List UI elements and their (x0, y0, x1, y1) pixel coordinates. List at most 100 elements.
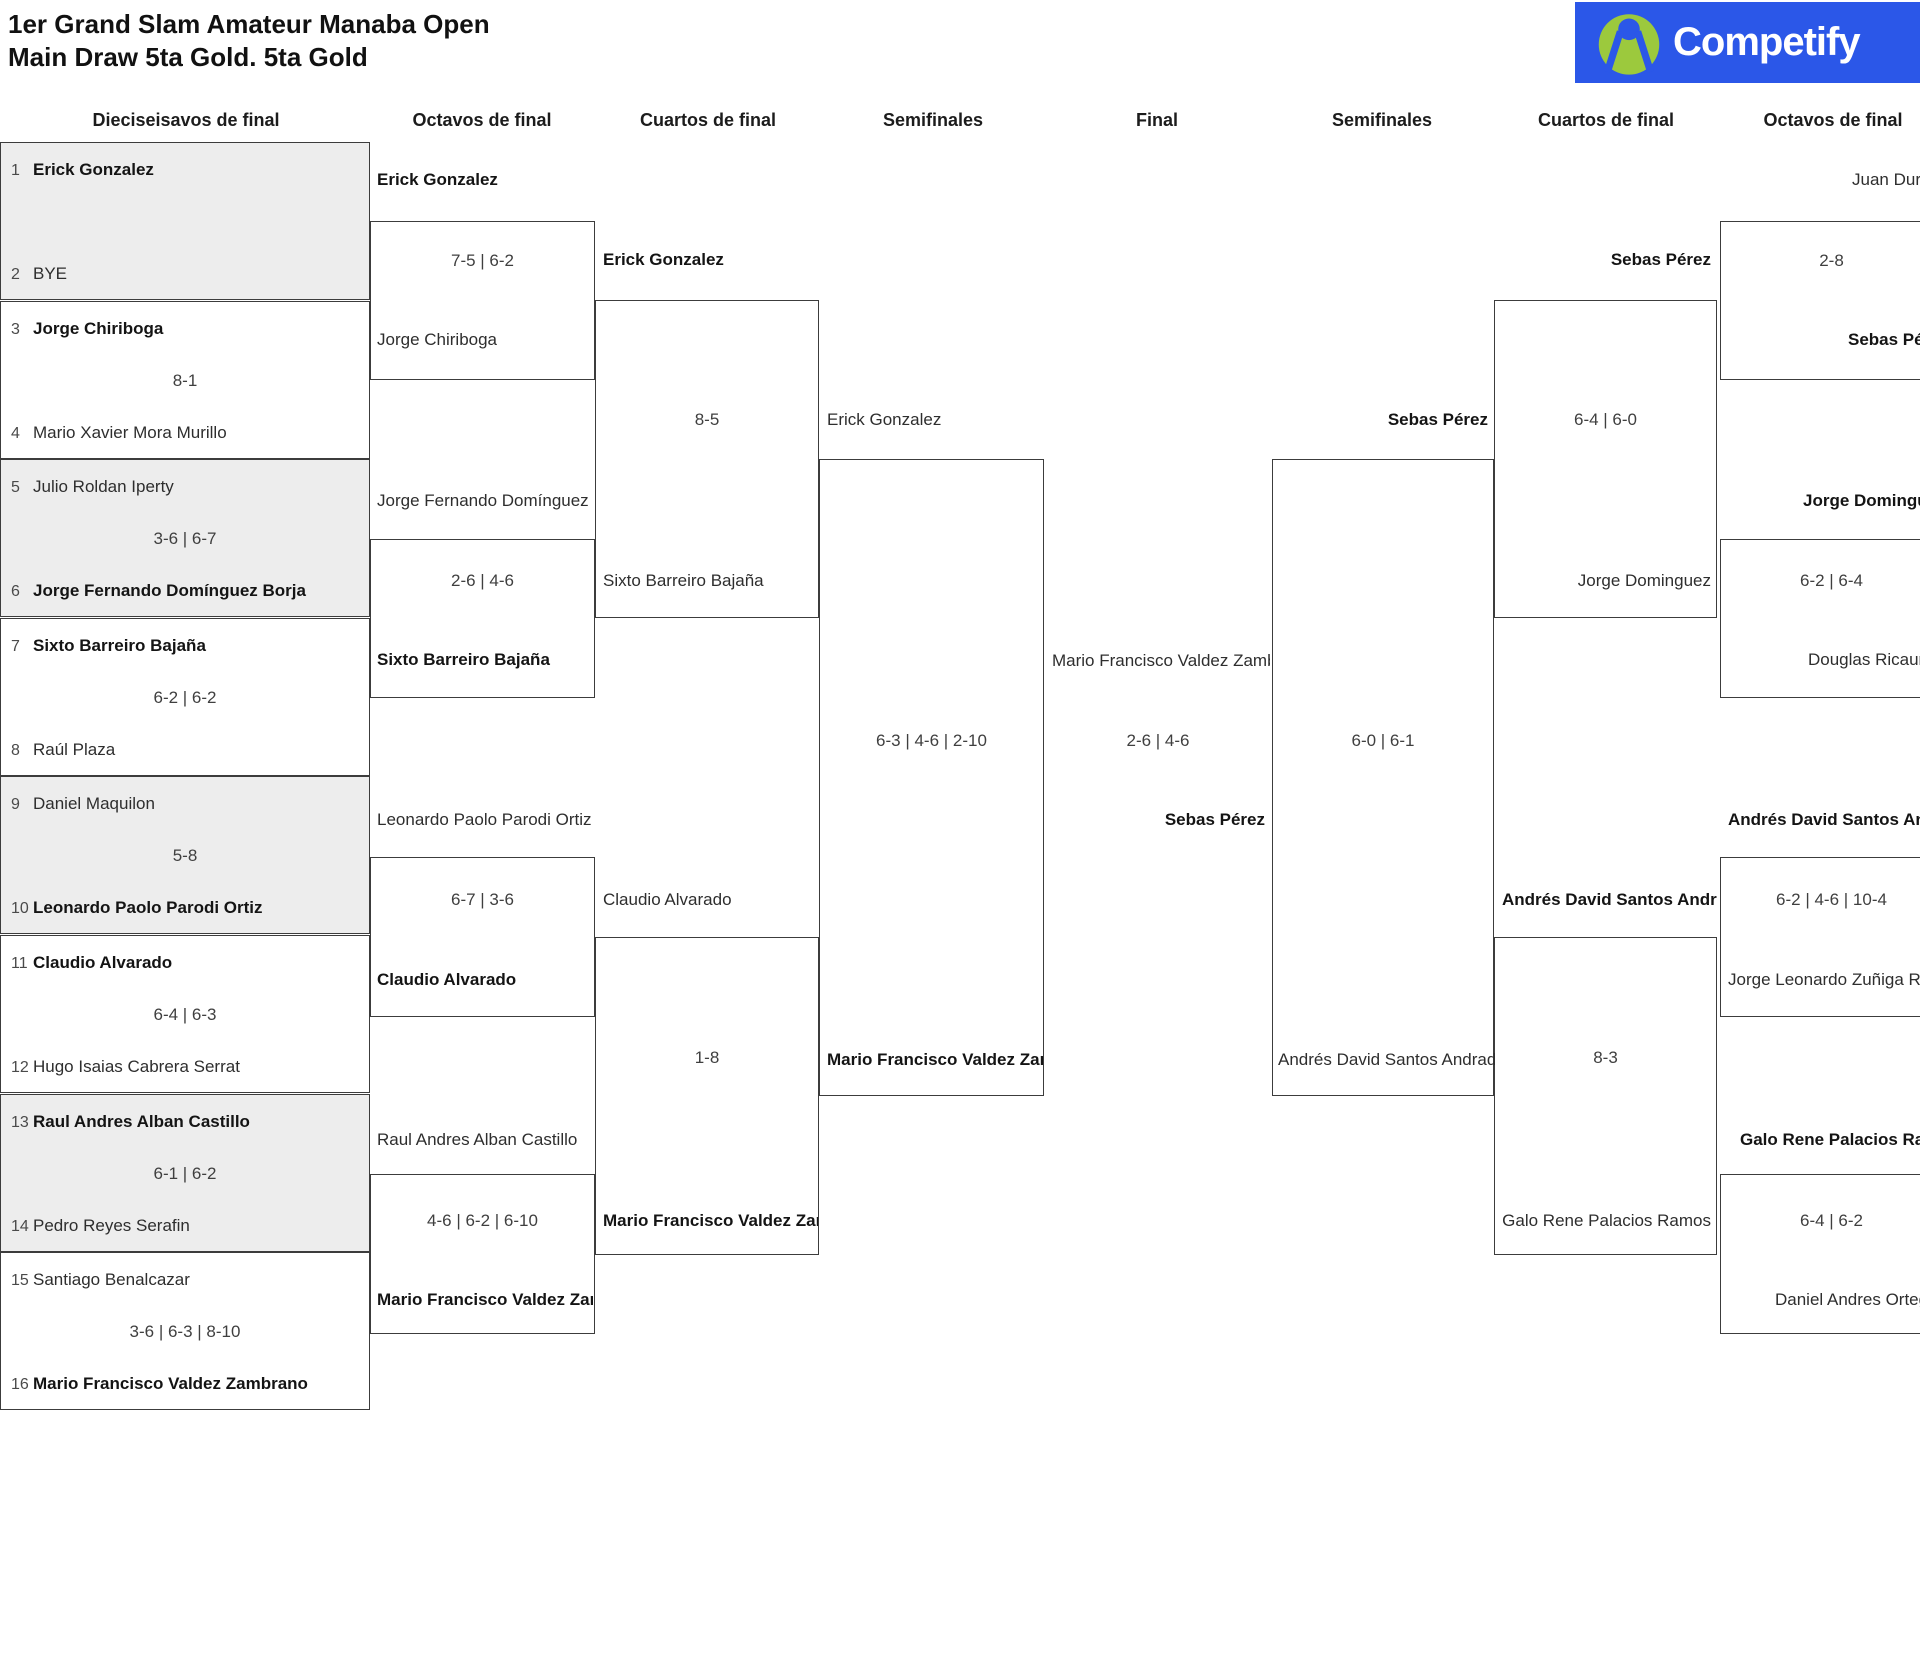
sf-right-box (1272, 459, 1494, 1096)
player-name: Daniel Andres Orteg (1775, 1290, 1920, 1309)
r32-match-8: 15 Santiago Benalcazar 3-6 | 6-3 | 8-10 1… (0, 1252, 370, 1410)
seed-number: 12 (11, 1059, 29, 1076)
match-score: 6-2 | 4-6 | 10-4 (1776, 890, 1887, 909)
r16-left-box-4 (370, 1174, 595, 1334)
player-name: Julio Roldan Iperty (33, 477, 174, 496)
player-name: Sixto Barreiro Bajaña (603, 571, 764, 590)
match-score: 7-5 | 6-2 (450, 251, 514, 270)
tournament-title: 1er Grand Slam Amateur Manaba Open Main D… (8, 8, 490, 74)
logo-wordmark: Competify (1673, 20, 1861, 64)
round-header-r32: Dieciseisavos de final (92, 110, 280, 130)
player-name: Andrés David Santos Andrade (1502, 890, 1717, 909)
seed-number: 15 (11, 1272, 29, 1289)
match-score: 8-5 (694, 410, 720, 429)
player-name: Douglas Ricaur (1808, 650, 1920, 669)
player-name: Erick Gonzalez (377, 170, 498, 189)
match-score: 2-6 | 4-6 (450, 571, 514, 590)
player-name: Santiago Benalcazar (33, 1270, 190, 1289)
round-header-r16-right: Octavos de final (1763, 110, 1903, 130)
player-name: Jorge Leonardo Zuñiga Ra (1728, 970, 1920, 989)
round-header-sf-left: Semifinales (882, 110, 984, 130)
player-name: Raul Andres Alban Castillo (33, 1112, 250, 1131)
round-header-sf-right: Semifinales (1331, 110, 1433, 130)
player-name: Daniel Maquilon (33, 794, 155, 813)
match-score: 8-1 (172, 371, 198, 390)
seed-number: 8 (11, 742, 20, 759)
player-name: Galo Rene Palacios Ramos (1502, 1211, 1711, 1230)
player-name: Sixto Barreiro Bajaña (377, 650, 550, 669)
match-score: 6-3 | 4-6 | 2-10 (876, 731, 987, 750)
match-score: 2-6 | 4-6 (1126, 731, 1190, 750)
player-name: Leonardo Paolo Parodi Ortiz (377, 810, 592, 829)
seed-number: 4 (11, 425, 20, 442)
player-name: Mario Francisco Valdez Zambrano (33, 1374, 308, 1393)
player-name: Raúl Plaza (33, 740, 116, 759)
player-name: Claudio Alvarado (377, 970, 517, 989)
r16-left-box-2 (370, 539, 595, 698)
r32-match-2: 3 Jorge Chiriboga 8-1 4 Mario Xavier Mora … (0, 301, 370, 459)
match-score: 2-8 (1819, 251, 1844, 270)
seed-number: 3 (11, 321, 20, 338)
r32-match-7: 13 Raul Andres Alban Castillo 6-1 | 6-2 1… (0, 1094, 370, 1252)
r16-right-box-4 (1720, 1174, 1920, 1334)
r16-left-box-1 (370, 221, 595, 380)
round-header-qf-right: Cuartos de final (1537, 110, 1675, 130)
match-score: 6-4 | 6-2 (1799, 1211, 1863, 1230)
match-score: 6-4 | 6-3 (153, 1005, 217, 1024)
player-name: Leonardo Paolo Parodi Ortiz (33, 898, 263, 917)
seed-number: 5 (11, 479, 20, 496)
match-score: 5-8 (172, 846, 198, 865)
player-name: Jorge Fernando Domínguez Borja (33, 581, 306, 600)
match-score: 6-1 | 6-2 (153, 1164, 217, 1183)
qf-left-box-1 (595, 300, 819, 618)
seed-number: 2 (11, 266, 20, 283)
r32-match-4: 7 Sixto Barreiro Bajaña 6-2 | 6-2 8 Raúl P… (0, 618, 370, 776)
player-name: Erick Gonzalez (603, 250, 724, 269)
player-name: Jorge Chiriboga (377, 330, 498, 349)
competify-logo[interactable]: Competify (1575, 2, 1920, 83)
round-header-r16-left: Octavos de final (412, 110, 552, 130)
player-name: Sebas Pérez (1164, 810, 1265, 829)
match-score: 6-2 | 6-2 (153, 688, 217, 707)
match-score: 4-6 | 6-2 | 6-10 (427, 1211, 538, 1230)
player-name: Claudio Alvarado (33, 953, 173, 972)
seed-number: 9 (11, 796, 20, 813)
seed-number: 16 (11, 1376, 29, 1393)
player-name: Mario Xavier Mora Murillo (33, 423, 227, 442)
player-name: Mario Francisco Valdez Zambrano (827, 1050, 1043, 1069)
match-score: 6-2 | 6-4 (1799, 571, 1863, 590)
player-name: Pedro Reyes Serafin (33, 1216, 190, 1235)
r32-match-1: 1 Erick Gonzalez 2 BYE (0, 142, 370, 300)
title-line1: 1er Grand Slam Amateur Manaba Open (8, 9, 490, 39)
r16-right-box-3 (1720, 857, 1920, 1017)
player-name: Sebas Pérez (1848, 330, 1920, 349)
player-name: Andrés David Santos Andrade (1278, 1050, 1495, 1069)
r32-match-3: 5 Julio Roldan Iperty 3-6 | 6-7 6 Jorge Fe… (0, 459, 370, 617)
round-header-qf-left: Cuartos de final (639, 110, 777, 130)
seed-number: 6 (11, 583, 20, 600)
player-name: Erick Gonzalez (827, 410, 942, 429)
player-name: Mario Francisco Valdez Zambrano (377, 1290, 593, 1309)
seed-number: 14 (11, 1218, 29, 1235)
match-score: 3-6 | 6-7 (153, 529, 217, 548)
player-name: Galo Rene Palacios Ramos (1740, 1130, 1920, 1149)
match-score: 6-4 | 6-0 (1573, 410, 1637, 429)
seed-number: 11 (11, 955, 28, 972)
match-score: 6-7 | 3-6 (450, 890, 514, 909)
r32-match-5: 9 Daniel Maquilon 5-8 10 Leonardo Paolo Pa… (0, 776, 370, 934)
player-name: Claudio Alvarado (603, 890, 732, 909)
qf-right-box-1 (1494, 300, 1717, 618)
match-score: 8-3 (1593, 1048, 1618, 1067)
player-name: BYE (33, 264, 68, 283)
seed-number: 13 (11, 1114, 29, 1131)
player-name: Raul Andres Alban Castillo (377, 1130, 578, 1149)
r16-left-box-3 (370, 857, 595, 1017)
r32-match-6: 11 Claudio Alvarado 6-4 | 6-3 12 Hugo Isai… (0, 935, 370, 1093)
player-name: Hugo Isaias Cabrera Serrat (33, 1057, 240, 1076)
player-name: Jorge Dominguez (1803, 491, 1920, 510)
player-name: Sixto Barreiro Bajaña (33, 636, 206, 655)
player-name: Jorge Fernando Domínguez Borja (377, 491, 593, 510)
match-score: 6-0 | 6-1 (1351, 731, 1415, 750)
title-line2: Main Draw 5ta Gold. 5ta Gold (8, 42, 368, 72)
